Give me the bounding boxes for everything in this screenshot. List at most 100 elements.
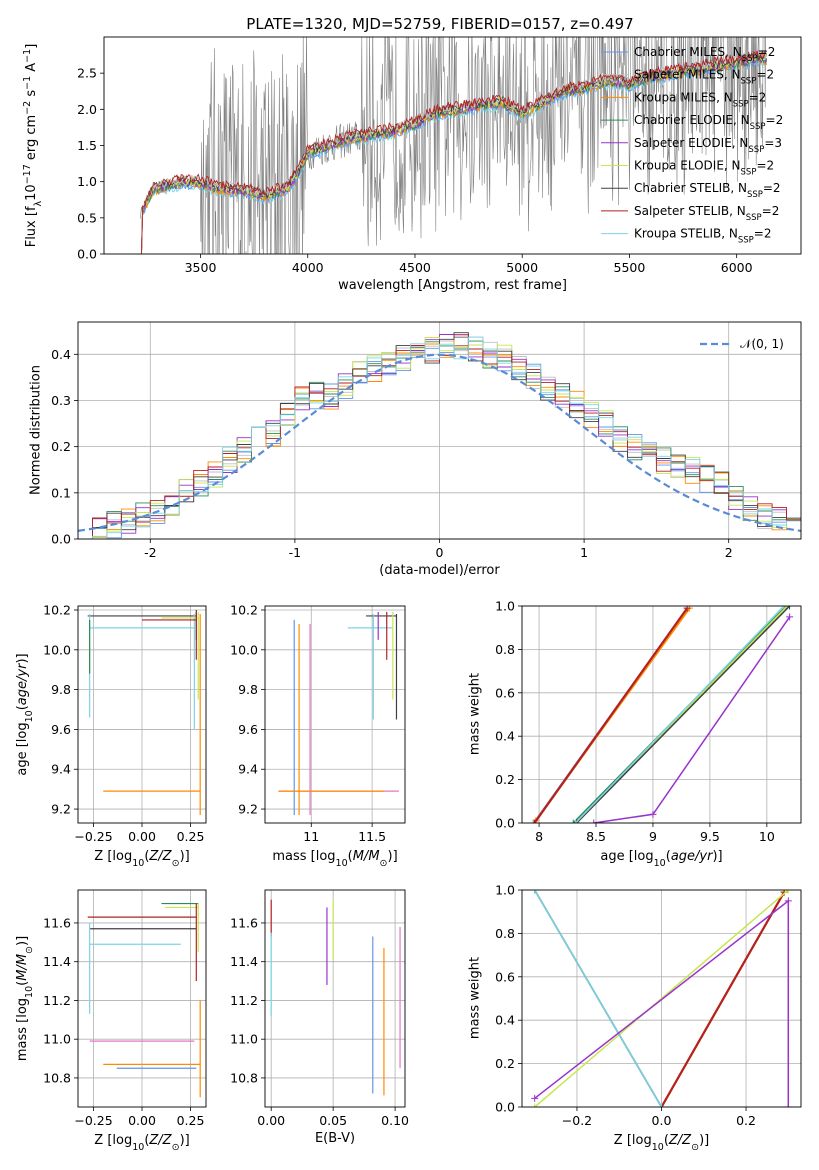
legend-sub: SSP	[741, 77, 757, 87]
y-tick-label: 10.2	[43, 602, 71, 617]
legend-label: Salpeter STELIB, NSSP=2	[634, 204, 779, 223]
legend-name: Kroupa STELIB	[634, 227, 721, 241]
x-tick-label: -2	[144, 545, 156, 560]
plot-area-ebv_mass	[270, 899, 401, 1096]
series-point	[784, 1103, 792, 1107]
y-tick-label: 2.5	[77, 66, 97, 81]
axes-frame	[264, 605, 406, 824]
y-tick-label: 0.4	[51, 347, 71, 362]
x-tick-label: 0.25	[177, 829, 205, 844]
label-part: M/M	[15, 954, 30, 981]
panel-residual_hist: -2 -1 0 1 2 0.0 0.1 0.2 0.3 0.4 (data-model)/error…	[29, 321, 802, 578]
y-tick-label: 0.2	[495, 772, 515, 787]
legend-name: Kroupa ELODIE	[634, 159, 724, 173]
series-point	[531, 1094, 539, 1102]
series-point	[786, 606, 794, 610]
x-tick-label: −0.25	[74, 829, 112, 844]
x-axis-label: Z [log10(Z/Z⊙)]	[614, 1133, 709, 1153]
y-tick-label: 10.8	[43, 1070, 71, 1085]
y-tick-label: 0.0	[77, 247, 97, 262]
series-point	[572, 819, 580, 823]
legend-name: Chabrier MILES	[634, 45, 725, 59]
label-part: −1	[22, 76, 33, 90]
y-tick-label: 11.4	[230, 954, 258, 969]
x-tick-label: 11	[303, 829, 319, 844]
legend-value: =2	[756, 159, 774, 173]
y-tick-label: 10.0	[230, 642, 258, 657]
y-tick-label: 11.2	[43, 993, 71, 1008]
y-tick-label: 9.4	[51, 762, 71, 777]
y-tick-label: 10.2	[230, 602, 258, 617]
x-axis-label: age [log10(age/yr)]	[600, 849, 722, 869]
label-part: )]	[699, 1133, 709, 1148]
label-part: 10	[24, 986, 35, 998]
series-point	[590, 819, 598, 823]
series-line-kroupa-stelib	[574, 606, 785, 823]
series-point	[782, 606, 790, 610]
legend-label: Salpeter MILES, NSSP=2	[634, 68, 774, 87]
y-tick-label: 9.2	[238, 802, 258, 817]
label-part: ⊙	[691, 1142, 699, 1153]
x-tick-label: 0	[436, 545, 444, 560]
x-tick-label: −0.2	[562, 1113, 592, 1128]
label-part: Z/Z	[148, 849, 172, 864]
legend-label: Kroupa STELIB, NSSP=2	[634, 227, 772, 246]
y-tick-label: 0.2	[51, 439, 71, 454]
label-part: Z [log	[614, 1133, 652, 1148]
y-tick-label: 0.8	[495, 926, 515, 941]
plot-area-spectrum	[140, 37, 768, 254]
label-part: )]	[388, 849, 398, 864]
y-tick-label: 10.0	[43, 642, 71, 657]
panel-z_massweight: −0.2 0.0 0.2 0.0 0.2 0.4 0.6 0.8 1.0 Z [log10(Z/Z…	[468, 883, 802, 1153]
figure-title: PLATE=1320, MJD=52759, FIBERID=0157, z=0…	[246, 15, 633, 33]
series-point	[786, 613, 794, 621]
legend-value: =2	[749, 90, 767, 104]
x-tick-label: 6000	[721, 260, 753, 275]
label-part: )]	[180, 1133, 190, 1148]
x-tick-label: 4500	[399, 260, 431, 275]
plot-area-age_massweight	[529, 606, 794, 823]
x-axis-label: E(B-V)	[315, 1131, 355, 1146]
x-tick-label: 5000	[506, 260, 538, 275]
y-tick-label: 1.0	[495, 599, 515, 614]
x-axis-label: wavelength [Angstrom, rest frame]	[338, 278, 567, 293]
label-part: ⊙	[172, 858, 180, 869]
histogram-kroupa-stelib	[78, 336, 801, 539]
y-tick-label: 0.5	[77, 210, 97, 225]
legend-value: =2	[758, 45, 776, 59]
label-part: ⊙	[380, 858, 388, 869]
x-tick-label: -1	[289, 545, 301, 560]
x-tick-label: 3500	[185, 260, 217, 275]
legend-value: =2	[763, 181, 781, 195]
series-line-chabrier-stelib	[576, 606, 791, 823]
y-tick-label: 0.4	[495, 729, 515, 744]
series-point	[531, 819, 539, 823]
label-part: Z/Z	[148, 1133, 172, 1148]
panel-spectrum: 3500 4000 4500 5000 5500 6000 0.0 0.5 1.0 1.5 2.0 2…	[22, 36, 802, 293]
x-axis-label: Z [log10(Z/Z⊙)]	[94, 1133, 189, 1153]
x-tick-label: −0.25	[74, 1113, 112, 1128]
histogram-salpeter-elodie	[78, 333, 801, 539]
legend-value: =2	[766, 113, 784, 127]
series-point	[683, 606, 691, 612]
label-part: )]	[15, 653, 30, 663]
y-tick-label: 0.0	[495, 816, 515, 831]
plot-area-mass_age	[278, 611, 399, 816]
y-tick-label: 1.0	[77, 174, 97, 189]
legend-value: =2	[754, 227, 772, 241]
legend-sep: , N	[730, 181, 747, 195]
label-part: (	[144, 849, 149, 864]
legend-sub: SSP	[750, 122, 766, 132]
y-tick-label: 2.0	[77, 102, 97, 117]
label-part: )]	[15, 936, 30, 946]
y-tick-label: 0.3	[51, 393, 71, 408]
label-part: mass [log	[15, 998, 30, 1061]
axes-frame	[264, 889, 406, 1108]
label-part: −2	[22, 101, 33, 115]
legend-sep: , N	[716, 90, 733, 104]
x-tick-label: 9.5	[700, 829, 720, 844]
label-part: ⊙	[172, 1142, 180, 1153]
label-part: 10	[132, 858, 144, 869]
label-part: −1	[22, 49, 33, 63]
